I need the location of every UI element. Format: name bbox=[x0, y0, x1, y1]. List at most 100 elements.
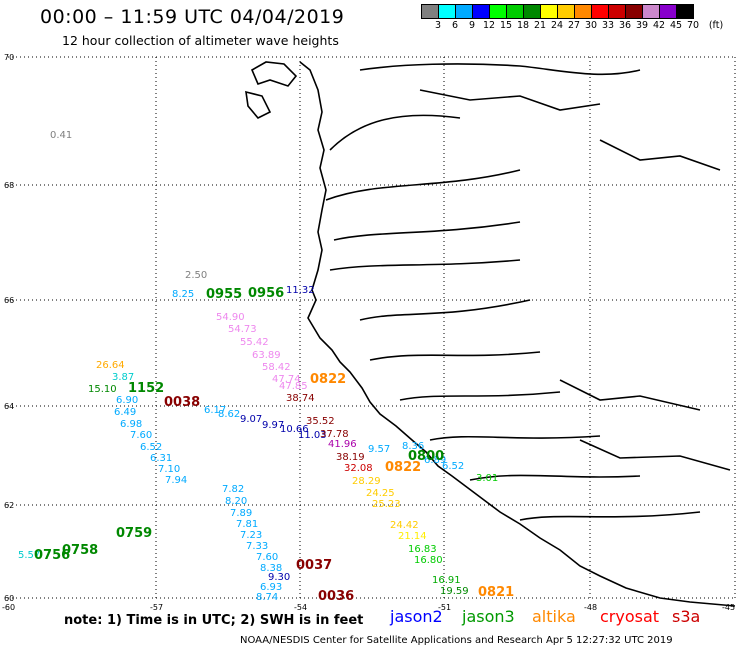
wave-reading: 28.29 bbox=[352, 476, 381, 487]
wave-reading: 9.97 bbox=[262, 420, 284, 431]
lat-label: 66 bbox=[4, 296, 14, 305]
wave-reading: 35.52 bbox=[306, 416, 335, 427]
colorbar-label: 6 bbox=[451, 20, 459, 31]
wave-reading: 9.07 bbox=[240, 414, 262, 425]
wave-reading: 38.74 bbox=[286, 393, 315, 404]
wave-reading: 11.32 bbox=[286, 285, 315, 296]
lon-label: -54 bbox=[294, 603, 307, 612]
map-subtitle: 12 hour collection of altimeter wave hei… bbox=[62, 33, 339, 48]
wave-reading: 9.57 bbox=[368, 444, 390, 455]
colorbar-label: 42 bbox=[652, 20, 666, 31]
pass-label: 0037 bbox=[296, 558, 332, 573]
wave-reading: 6.93 bbox=[260, 582, 282, 593]
lat-label: 62 bbox=[4, 501, 14, 510]
wave-reading: 8.62 bbox=[218, 409, 240, 420]
pass-label: 0822 bbox=[385, 460, 421, 475]
wave-reading: 0.41 bbox=[50, 130, 72, 141]
colorbar-label: 21 bbox=[533, 20, 547, 31]
wave-reading: 37.78 bbox=[320, 429, 349, 440]
pass-label: 1152 bbox=[128, 381, 164, 396]
wave-reading: 41.96 bbox=[328, 439, 357, 450]
wave-reading: 6.31 bbox=[150, 453, 172, 464]
colorbar-label: 27 bbox=[567, 20, 581, 31]
pass-label: 0036 bbox=[318, 589, 354, 604]
wave-reading: 7.60 bbox=[130, 430, 152, 441]
wave-reading: 24.25 bbox=[366, 488, 395, 499]
lon-label: -48 bbox=[584, 603, 597, 612]
wave-reading: 38.19 bbox=[336, 452, 365, 463]
legend-s3a: s3a bbox=[672, 607, 701, 626]
wave-reading: 7.89 bbox=[230, 508, 252, 519]
wave-reading: 15.10 bbox=[88, 384, 117, 395]
wave-reading: 16.91 bbox=[432, 575, 461, 586]
colorbar-label: 18 bbox=[516, 20, 530, 31]
wave-reading: 6.49 bbox=[114, 407, 136, 418]
pass-label: 0756 bbox=[34, 548, 70, 563]
colorbar-label: 39 bbox=[635, 20, 649, 31]
colorbar-cell bbox=[676, 4, 694, 19]
pass-label: 0759 bbox=[116, 526, 152, 541]
wave-reading: 54.90 bbox=[216, 312, 245, 323]
colorbar-label: 36 bbox=[618, 20, 632, 31]
colorbar-label: 45 bbox=[669, 20, 683, 31]
pass-label: 0956 bbox=[248, 286, 284, 301]
colorbar-label: 24 bbox=[550, 20, 564, 31]
wave-reading: 7.81 bbox=[236, 519, 258, 530]
map-title: 00:00 – 11:59 UTC 04/04/2019 bbox=[40, 6, 345, 28]
pass-label: 0800 bbox=[408, 449, 444, 464]
wave-reading: 24.42 bbox=[390, 520, 419, 531]
wave-reading: 58.42 bbox=[262, 362, 291, 373]
legend-altika: altika bbox=[532, 607, 576, 626]
coastline bbox=[245, 61, 736, 607]
wave-reading: 6.89 bbox=[424, 455, 446, 466]
wave-reading: 8.36 bbox=[402, 441, 424, 452]
wave-reading: 7.33 bbox=[246, 541, 268, 552]
lat-label: 70 bbox=[4, 53, 14, 62]
axis-labels: 70 68 66 64 62 60-60 -57 -54 -51 -48 -45 bbox=[2, 53, 735, 612]
wave-reading: 16.83 bbox=[408, 544, 437, 555]
pass-label: 0955 bbox=[206, 287, 242, 302]
wave-reading: 63.89 bbox=[252, 350, 281, 361]
legend-cryosat: cryosat bbox=[600, 607, 660, 626]
wave-reading: 19.59 bbox=[440, 586, 469, 597]
colorbar bbox=[421, 4, 694, 19]
lat-label: 60 bbox=[4, 594, 14, 603]
wave-reading: 7.23 bbox=[240, 530, 262, 541]
colorbar-labels: 3 6 9 12 15 18 21 24 27 30 33 36 39 42 45 70 (ft) bbox=[422, 20, 740, 34]
credit-text: NOAA/NESDIS Center for Satellite Applica… bbox=[240, 635, 673, 646]
wave-reading: 7.82 bbox=[222, 484, 244, 495]
colorbar-label: 70 bbox=[686, 20, 700, 31]
pass-label: 0758 bbox=[62, 543, 98, 558]
wave-reading: 10.66 bbox=[280, 424, 309, 435]
wave-reading: 6.17 bbox=[204, 405, 226, 416]
wave-reading: 5.57 bbox=[18, 550, 40, 561]
colorbar-label: (ft) bbox=[708, 20, 724, 31]
legend-jason2: jason2 bbox=[390, 607, 443, 626]
note-text: note: 1) Time is in UTC; 2) SWH is in fe… bbox=[64, 613, 364, 628]
wave-reading: 21.14 bbox=[398, 531, 427, 542]
wave-reading: 25.23 bbox=[372, 499, 401, 510]
wave-reading: 6.90 bbox=[116, 395, 138, 406]
wave-reading: 55.42 bbox=[240, 337, 269, 348]
wave-reading: 8.25 bbox=[172, 289, 194, 300]
wave-reading: 32.08 bbox=[344, 463, 373, 474]
wave-reading: 8.38 bbox=[260, 563, 282, 574]
pass-label: 0821 bbox=[478, 585, 514, 600]
colorbar-label: 9 bbox=[468, 20, 476, 31]
wave-reading: 47.74 bbox=[272, 374, 301, 385]
legend-jason3: jason3 bbox=[462, 607, 515, 626]
wave-reading: 6.52 bbox=[442, 461, 464, 472]
lon-label: -45 bbox=[722, 603, 735, 612]
wave-reading: 6.52 bbox=[140, 442, 162, 453]
wave-reading: 47.85 bbox=[279, 381, 308, 392]
wave-reading: 8.20 bbox=[225, 496, 247, 507]
wave-reading: 6.98 bbox=[120, 419, 142, 430]
wave-reading: 7.94 bbox=[165, 475, 187, 486]
wave-reading: 7.60 bbox=[256, 552, 278, 563]
wave-reading: 3.01 bbox=[476, 473, 498, 484]
colorbar-label: 12 bbox=[482, 20, 496, 31]
lon-label: -51 bbox=[438, 603, 451, 612]
